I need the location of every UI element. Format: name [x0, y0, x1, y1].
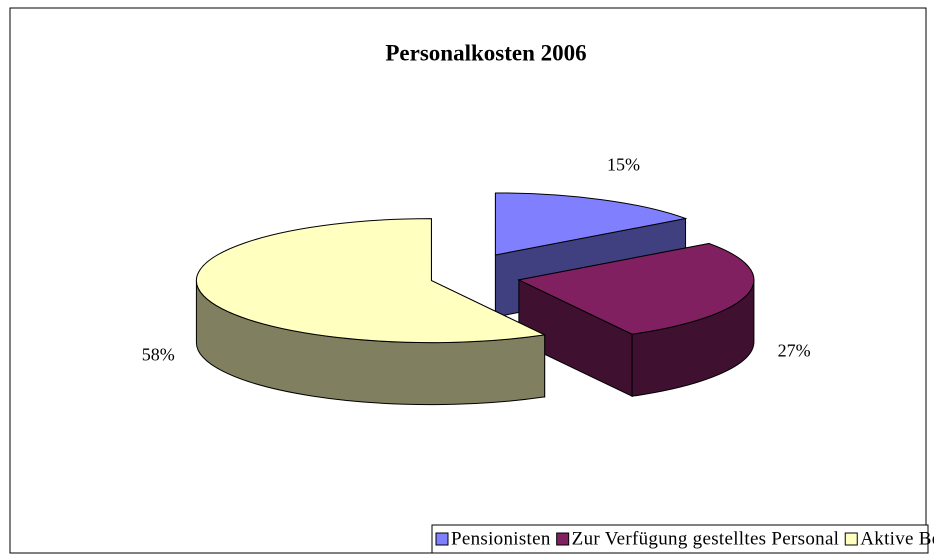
data-label: 15% [607, 155, 640, 175]
pie-slice [517, 242, 755, 335]
legend: Pensionisten Zur Verfügung gestelltes Per… [431, 524, 934, 554]
pie-slice [494, 192, 688, 256]
legend-label: Pensionisten [451, 528, 551, 549]
legend-swatch [556, 532, 570, 546]
data-label: 27% [778, 341, 811, 361]
legend-swatch [435, 532, 449, 546]
legend-swatch [844, 532, 858, 546]
chart-title: Personalkosten 2006 [385, 40, 586, 65]
data-label: 58% [142, 344, 175, 364]
pie-slice [195, 218, 547, 344]
legend-label: Zur Verfügung gestelltes Personal [572, 528, 840, 549]
chart-frame [9, 7, 927, 554]
legend-label: Aktive Bedienstete der HV [860, 528, 934, 549]
